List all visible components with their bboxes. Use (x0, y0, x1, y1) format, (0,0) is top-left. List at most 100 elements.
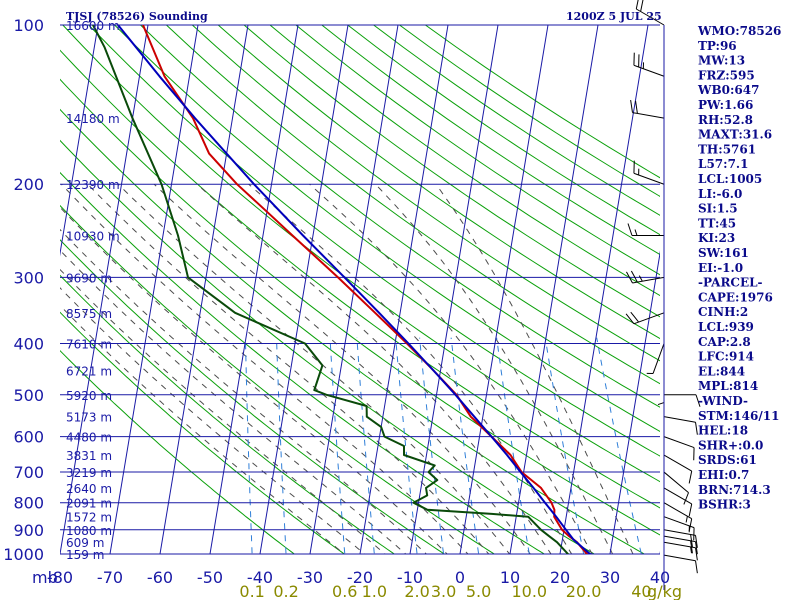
wind-barb-flag (635, 100, 638, 114)
dry-adiabat (60, 311, 346, 554)
index-value: MPL:814 (698, 379, 758, 393)
isotherm (359, 25, 449, 554)
index-value: LFC:914 (698, 350, 754, 364)
isotherm (259, 25, 349, 554)
wind-barb-flag (690, 540, 693, 554)
grid-layer (60, 25, 660, 554)
pressure-label: 800 (13, 494, 44, 513)
isotherm (409, 25, 499, 554)
moist-adiabat (61, 183, 469, 554)
mixing-ratio-label: 1.0 (362, 582, 387, 600)
wind-barb-flag (688, 503, 693, 517)
wind-barb-flag (695, 541, 698, 555)
height-label: 14180 m (66, 112, 120, 126)
dry-adiabat (243, 25, 660, 318)
isotherm (459, 25, 549, 554)
wind-barb (657, 370, 665, 406)
index-value: LCL:939 (698, 320, 754, 334)
wind-barb (633, 160, 665, 185)
wind-barb-staff (633, 172, 665, 185)
mixing-ratio-label: 0.6 (332, 582, 357, 600)
wind-barb (663, 416, 698, 435)
profile-layer (92, 25, 594, 554)
wind-barb-flag (627, 223, 633, 236)
dry-adiabat (60, 274, 396, 554)
dry-adiabat (60, 49, 660, 509)
wind-barb-staff (632, 276, 665, 284)
isotherm (609, 250, 660, 554)
dry-adiabat (321, 25, 660, 256)
temperature-tick-label: -60 (147, 568, 173, 587)
temperature-tick-label: 40 (650, 568, 670, 587)
index-value: EI:-1.0 (698, 261, 743, 275)
height-label: 5920 m (66, 389, 112, 403)
height-label: 9690 m (66, 271, 112, 285)
isotherm (60, 25, 149, 554)
pressure-label: 600 (13, 428, 44, 447)
height-label: 6721 m (66, 365, 112, 379)
dry-adiabat (269, 25, 660, 297)
index-value: SW:161 (698, 246, 749, 260)
pressure-label: 1000 (3, 545, 44, 564)
height-label: 2640 m (66, 482, 112, 496)
wind-barb-staff (632, 112, 665, 119)
index-value: SHR+:0.0 (698, 438, 763, 452)
wind-barb (663, 535, 698, 555)
wind-barb-flag (630, 270, 638, 283)
wind-barb-flag (688, 470, 693, 484)
height-label: 159 m (66, 548, 104, 562)
index-value: MW:13 (698, 54, 745, 68)
dewpoint-trace (92, 25, 570, 554)
wind-barb-half-flag (657, 402, 665, 406)
index-value: HEL:18 (698, 424, 748, 438)
mixing-ratio-label: 0.2 (273, 582, 298, 600)
parcel-trace (117, 25, 594, 554)
wind-barb-half-flag (690, 546, 693, 554)
height-label: 4480 m (66, 431, 112, 445)
index-value: L57:7.1 (698, 157, 748, 171)
dry-adiabat (191, 25, 660, 362)
wind-barb (664, 394, 701, 407)
pressure-label: 200 (13, 175, 44, 194)
wind-barb-staff (663, 554, 696, 562)
mixing-ratio-unit: g/kg (647, 582, 682, 600)
dry-adiabat (60, 239, 446, 554)
wind-barb (627, 223, 664, 237)
height-label: 1572 m (66, 511, 112, 525)
wind-barb (663, 502, 693, 532)
wind-barb-staff (663, 471, 689, 494)
height-label: 16600 m (66, 19, 120, 33)
pressure-label: 300 (13, 268, 44, 287)
pressure-label: 900 (13, 521, 44, 540)
wind-barb-staff (663, 529, 696, 536)
moist-adiabat (60, 287, 366, 554)
dry-adiabat (88, 25, 660, 457)
moist-adiabat (196, 183, 552, 554)
wind-barb (626, 270, 665, 284)
wind-barb (633, 52, 665, 77)
index-value: TP:96 (698, 39, 737, 53)
height-label: 1080 m (66, 524, 112, 538)
mixing-ratio-line (276, 337, 287, 554)
wind-barb (646, 343, 665, 375)
wind-barb-staff (663, 502, 692, 520)
wind-barb-flag (626, 271, 633, 284)
wind-barb-flag (695, 535, 698, 548)
index-value: TT:45 (698, 216, 736, 230)
index-value: WMO:78526 (697, 24, 781, 38)
temperature-tick-label: -10 (397, 568, 423, 587)
pressure-label: 700 (13, 463, 44, 482)
height-label: 7610 m (66, 337, 112, 351)
index-value: LI:-6.0 (698, 187, 742, 201)
wind-barb-half-flag (638, 275, 643, 282)
index-value: RH:52.8 (698, 113, 753, 127)
wind-barb-flag (640, 0, 644, 12)
temperature-trace (142, 25, 590, 554)
moist-adiabat (435, 183, 634, 554)
index-value: TH:5761 (698, 142, 756, 156)
dry-adiabat (217, 25, 660, 340)
index-value: SRDS:61 (698, 453, 757, 467)
wind-barb-staff (663, 541, 696, 549)
wind-barb-staff (663, 416, 696, 423)
